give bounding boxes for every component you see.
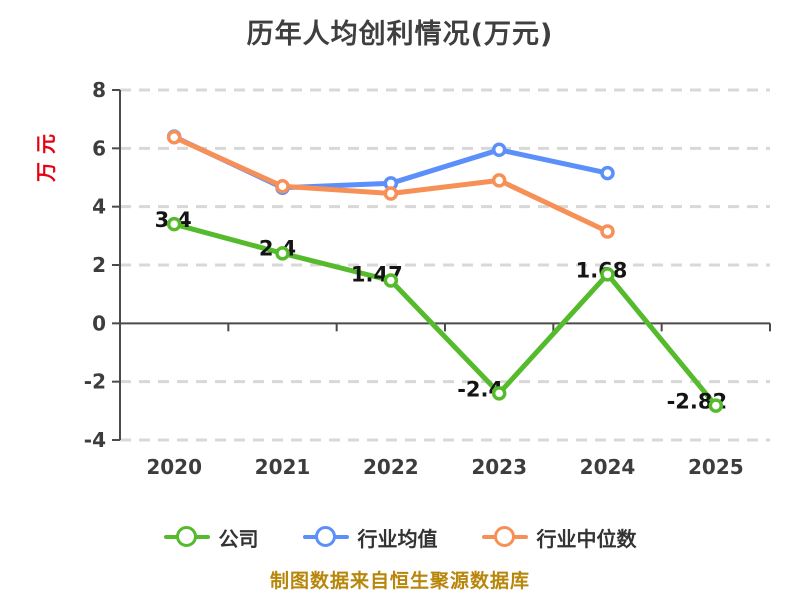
industry-median-points <box>166 130 615 239</box>
y-tick-label: -2 <box>84 370 106 394</box>
data-point <box>600 224 615 239</box>
y-tick-label: 0 <box>92 311 106 335</box>
data-point <box>491 142 507 158</box>
legend-label-company: 公司 <box>218 526 259 551</box>
y-tick-label: 8 <box>92 78 106 102</box>
x-tick-label: 2022 <box>363 455 419 479</box>
y-tick-label: -4 <box>84 428 106 452</box>
data-point <box>491 173 507 188</box>
industry-average-legend-marker <box>302 526 349 548</box>
legend-label-industry-median: 行业中位数 <box>536 526 637 551</box>
legend-item-industry-median[interactable]: 行业中位数 <box>481 523 637 552</box>
data-point <box>600 165 615 181</box>
x-tick-label: 2021 <box>255 455 311 479</box>
x-tick-label: 2024 <box>580 455 636 479</box>
legend-dot-icon <box>314 526 336 547</box>
y-axis: 8 6 4 2 0 -2 -4 <box>84 78 121 452</box>
legend-dot-icon <box>493 526 515 547</box>
gridlines <box>120 88 770 442</box>
data-point <box>166 216 182 232</box>
legend-dot-icon <box>175 526 197 547</box>
x-tick-label: 2020 <box>146 455 202 479</box>
chart-legend: 公司 行业均值 行业中位数 <box>0 516 800 558</box>
y-tick-label: 4 <box>92 195 106 219</box>
data-point <box>383 273 399 288</box>
company-legend-marker <box>163 526 210 548</box>
data-point <box>275 246 290 261</box>
legend-label-industry-average: 行业均值 <box>357 526 438 551</box>
data-point <box>708 398 724 413</box>
y-tick-label: 6 <box>92 136 106 160</box>
x-tick-label: 2023 <box>471 455 527 479</box>
legend-item-industry-average[interactable]: 行业均值 <box>302 523 438 552</box>
industry-median-legend-marker <box>481 526 528 548</box>
company-points <box>166 216 724 413</box>
data-point <box>491 386 507 401</box>
company-line <box>171 221 719 409</box>
data-point <box>600 267 615 282</box>
y-tick-label: 2 <box>92 253 106 277</box>
chart-title: 历年人均创利情况(万元) <box>246 19 554 50</box>
x-axis: 2020 2021 2022 2023 2024 2025 <box>119 322 771 479</box>
data-point <box>166 130 182 145</box>
data-point <box>275 179 290 194</box>
x-tick-label: 2025 <box>688 455 744 479</box>
legend-item-company[interactable]: 公司 <box>163 523 259 552</box>
data-source-note: 制图数据来自恒生聚源数据库 <box>269 570 530 592</box>
data-point <box>383 186 399 201</box>
